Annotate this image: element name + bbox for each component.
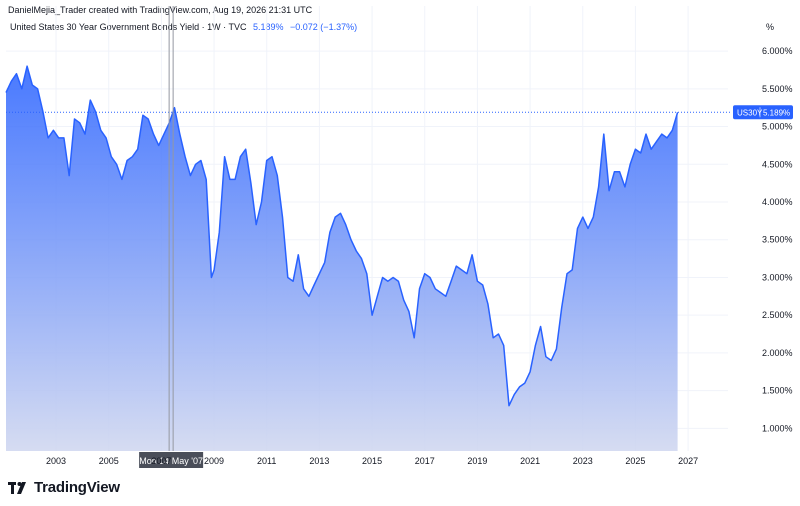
x-tick-label: 2003 xyxy=(46,456,66,466)
x-tick-label: 2027 xyxy=(678,456,698,466)
x-tick-label: 2015 xyxy=(362,456,382,466)
crosshair-date-label-bg xyxy=(139,452,204,468)
price-tag-value: 5.189% xyxy=(763,108,790,117)
tradingview-logo-text: TradingView xyxy=(34,479,120,496)
crosshair-date-label: Mon 14 May '07 xyxy=(139,456,203,466)
series-area-fill xyxy=(6,66,678,451)
x-tick-label: 2019 xyxy=(467,456,487,466)
legend-value: 5.189% xyxy=(252,22,284,32)
x-axis[interactable]: 2003 2005 2007 2009 2011 2013 2015 2017 2019 2021… xyxy=(46,456,698,466)
y-tick-label: 4.500% xyxy=(762,159,793,169)
x-tick-label: 2017 xyxy=(415,456,435,466)
y-tick-label: 2.500% xyxy=(762,310,793,320)
x-tick-label: 2021 xyxy=(520,456,540,466)
y-tick-label: 1.500% xyxy=(762,386,793,396)
legend-change: −0.072 (−1.37%) xyxy=(290,22,358,32)
x-tick-label: 2009 xyxy=(204,456,224,466)
series-line-us30y[interactable] xyxy=(5,65,679,407)
x-tick-label: 2007 xyxy=(151,456,171,466)
x-tick-label: 2011 xyxy=(257,456,276,466)
price-tag-symbol: US30Y xyxy=(737,108,763,117)
y-axis-unit: % xyxy=(766,22,775,32)
y-tick-label: 1.000% xyxy=(762,423,793,433)
y-tick-label: 6.000% xyxy=(762,46,793,56)
y-tick-label: 4.000% xyxy=(762,197,793,207)
tradingview-logo-icon xyxy=(8,481,26,494)
price-tag xyxy=(733,105,793,120)
x-tick-label: 2023 xyxy=(573,456,593,466)
y-tick-label: 5.500% xyxy=(762,84,793,94)
y-tick-label: 3.500% xyxy=(762,235,793,245)
tradingview-logo[interactable]: TradingView xyxy=(8,479,120,496)
x-tick-label: 2013 xyxy=(309,456,329,466)
y-tick-label: 2.000% xyxy=(762,348,793,358)
x-tick-label: 2025 xyxy=(625,456,645,466)
y-tick-label: 5.000% xyxy=(762,122,793,132)
chart-legend[interactable]: United States 30 Year Government Bonds Y… xyxy=(10,22,357,32)
legend-symbol: United States 30 Year Government Bonds Y… xyxy=(10,22,247,32)
y-axis[interactable]: 1.000% 1.500% 2.000% 2.500% 3.000% 3.500% 4.00… xyxy=(762,46,793,433)
chart-attribution: DanielMejia_Trader created with TradingV… xyxy=(8,5,313,15)
x-tick-label: 2005 xyxy=(99,456,119,466)
y-tick-label: 3.000% xyxy=(762,272,793,282)
